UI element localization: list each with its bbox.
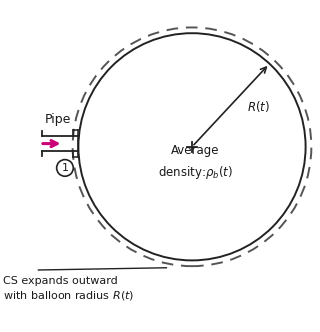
Text: Pipe: Pipe [45,113,71,126]
Text: with balloon radius $R(t)$: with balloon radius $R(t)$ [3,289,134,302]
Text: Average
density:$\rho_b(t)$: Average density:$\rho_b(t)$ [158,144,233,181]
Text: CS expands outward: CS expands outward [3,277,118,287]
Text: $R(t)$: $R(t)$ [246,99,269,114]
Text: 1: 1 [61,163,68,173]
